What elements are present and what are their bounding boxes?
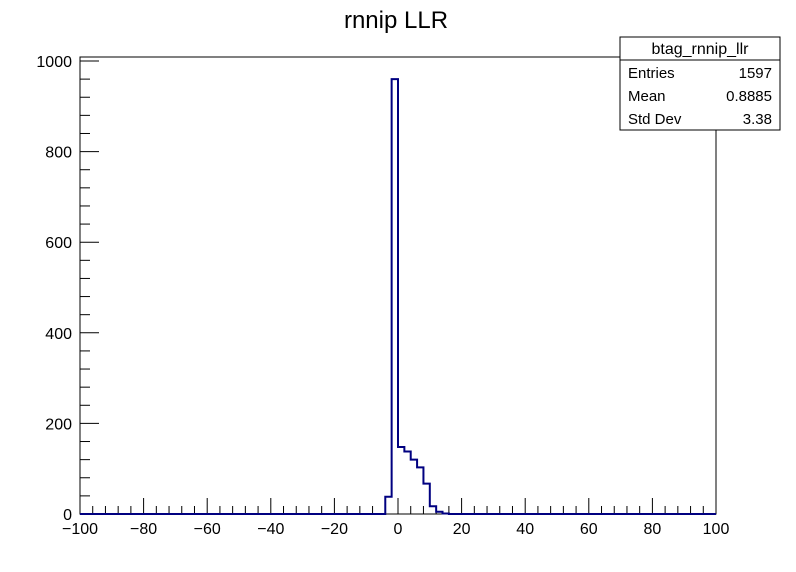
stats-box-frame	[619, 36, 781, 131]
histogram-series	[80, 78, 716, 515]
x-tick-label: −80	[130, 521, 157, 538]
stats-entries-value: 1597	[739, 65, 772, 82]
y-axis: 0 200 400 600 800 1000	[36, 54, 99, 524]
y-tick-label: 200	[45, 416, 72, 433]
x-axis: −100 −80 −60 −40 −20 0 20 40 60 80 100	[62, 498, 729, 538]
x-tick-label: 100	[703, 521, 730, 538]
x-tick-label: 60	[580, 521, 598, 538]
y-tick-label: 1000	[36, 54, 72, 71]
x-tick-label: −100	[62, 521, 98, 538]
y-tick-label: 600	[45, 235, 72, 252]
stats-entries-label: Entries	[628, 65, 675, 82]
stats-box-name: btag_rnnip_llr	[652, 41, 750, 58]
stats-mean-label: Mean	[628, 88, 666, 105]
y-tick-label: 400	[45, 326, 72, 343]
y-tick-label: 800	[45, 145, 72, 162]
y-tick-label: 0	[63, 507, 72, 524]
x-tick-label: −20	[321, 521, 348, 538]
stats-mean-value: 0.8885	[726, 88, 772, 105]
chart-title: rnnip LLR	[344, 7, 448, 34]
stats-box: btag_rnnip_llr Entries 1597 Mean 0.8885 …	[619, 36, 781, 131]
x-tick-label: −40	[257, 521, 284, 538]
x-tick-label: −60	[194, 521, 221, 538]
x-tick-label: 0	[394, 521, 403, 538]
x-tick-label: 40	[516, 521, 534, 538]
x-tick-label: 20	[453, 521, 471, 538]
stats-stddev-label: Std Dev	[628, 111, 682, 128]
stats-stddev-value: 3.38	[743, 111, 772, 128]
x-tick-label: 80	[644, 521, 662, 538]
